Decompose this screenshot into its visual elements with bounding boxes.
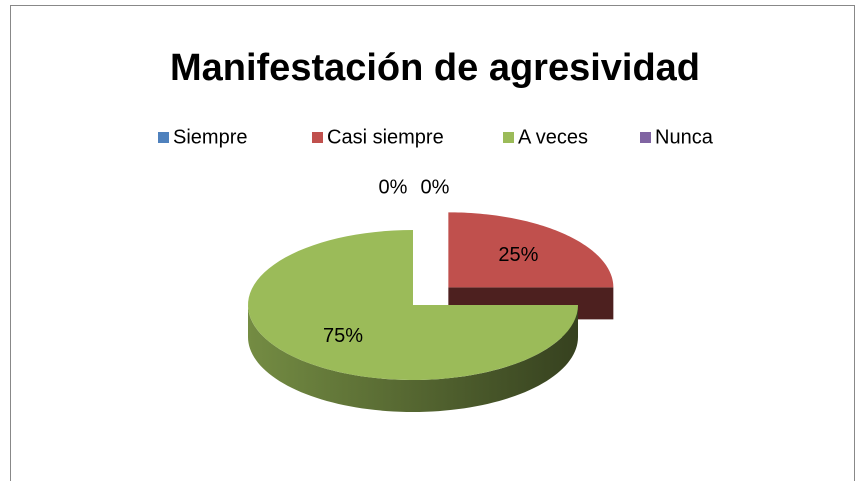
pie-slice-side [248, 305, 578, 412]
legend-swatch [312, 132, 323, 143]
legend-label: Nunca [655, 126, 714, 148]
legend-label: Casi siempre [327, 126, 444, 148]
legend-swatch [158, 132, 169, 143]
data-label: 25% [498, 244, 538, 266]
data-label: 75% [323, 325, 363, 347]
data-label: 0% [379, 176, 408, 198]
legend-swatch [640, 132, 651, 143]
pie-slice-top [248, 230, 578, 380]
pie-slice-top [448, 212, 614, 288]
data-label: 0% [421, 176, 450, 198]
legend-swatch [503, 132, 514, 143]
chart-title: Manifestación de agresividad [170, 47, 700, 89]
pie-slice [248, 230, 578, 412]
legend-label: Siempre [173, 126, 247, 148]
legend-label: A veces [518, 126, 588, 148]
